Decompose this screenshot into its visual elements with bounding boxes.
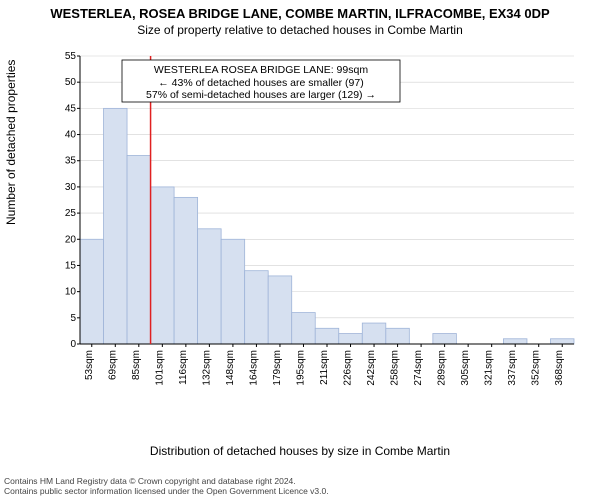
svg-text:10: 10 — [65, 287, 77, 298]
svg-text:148sqm: 148sqm — [225, 350, 236, 386]
footer-line-1: Contains HM Land Registry data © Crown c… — [4, 476, 329, 486]
svg-text:25: 25 — [65, 208, 77, 219]
footer-attribution: Contains HM Land Registry data © Crown c… — [4, 476, 329, 496]
svg-text:55: 55 — [65, 51, 77, 62]
svg-text:116sqm: 116sqm — [178, 350, 189, 385]
svg-text:85sqm: 85sqm — [131, 350, 142, 380]
svg-text:164sqm: 164sqm — [248, 350, 259, 386]
chart-container: 0 5 10 15 20 25 30 35 40 45 50 55 53sqm 69sqm 85sqm 101… — [60, 50, 580, 400]
svg-text:289sqm: 289sqm — [437, 350, 448, 386]
svg-text:40: 40 — [65, 130, 77, 141]
svg-text:← 43% of detached houses are s: ← 43% of detached houses are smaller (97… — [158, 77, 363, 89]
svg-text:242sqm: 242sqm — [366, 350, 377, 386]
histogram-chart: 0 5 10 15 20 25 30 35 40 45 50 55 53sqm 69sqm 85sqm 101… — [60, 50, 580, 400]
svg-text:15: 15 — [65, 260, 77, 271]
svg-text:0: 0 — [70, 339, 76, 350]
svg-text:57% of semi-detached houses ar: 57% of semi-detached houses are larger (… — [146, 89, 376, 101]
svg-text:195sqm: 195sqm — [295, 350, 306, 386]
svg-text:35: 35 — [65, 156, 77, 167]
svg-text:226sqm: 226sqm — [343, 350, 354, 386]
svg-text:352sqm: 352sqm — [531, 350, 542, 386]
svg-text:258sqm: 258sqm — [390, 350, 401, 386]
svg-text:30: 30 — [65, 182, 77, 193]
x-axis-label: Distribution of detached houses by size … — [0, 444, 600, 458]
svg-text:5: 5 — [70, 313, 76, 324]
svg-text:337sqm: 337sqm — [507, 350, 518, 386]
page-title: WESTERLEA, ROSEA BRIDGE LANE, COMBE MART… — [0, 0, 600, 21]
y-axis-label: Number of detached properties — [4, 60, 18, 225]
svg-text:305sqm: 305sqm — [460, 350, 471, 386]
svg-text:WESTERLEA ROSEA BRIDGE LANE: 9: WESTERLEA ROSEA BRIDGE LANE: 99sqm — [154, 64, 368, 76]
footer-line-2: Contains public sector information licen… — [4, 486, 329, 496]
svg-text:321sqm: 321sqm — [484, 350, 495, 386]
svg-text:368sqm: 368sqm — [554, 350, 565, 386]
page-subtitle: Size of property relative to detached ho… — [0, 21, 600, 37]
svg-text:45: 45 — [65, 103, 77, 114]
svg-text:69sqm: 69sqm — [107, 350, 118, 380]
svg-text:101sqm: 101sqm — [154, 350, 165, 386]
svg-text:211sqm: 211sqm — [319, 350, 330, 385]
svg-text:274sqm: 274sqm — [413, 350, 424, 386]
svg-text:50: 50 — [65, 77, 77, 88]
svg-text:132sqm: 132sqm — [201, 350, 212, 386]
svg-text:179sqm: 179sqm — [272, 350, 283, 386]
svg-text:20: 20 — [65, 234, 77, 245]
svg-text:53sqm: 53sqm — [84, 350, 95, 380]
